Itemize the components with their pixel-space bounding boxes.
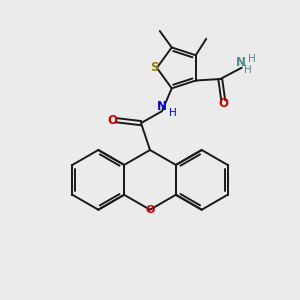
Text: H: H (169, 108, 176, 118)
Text: O: O (218, 97, 228, 110)
Text: O: O (107, 114, 117, 127)
Text: H: H (244, 65, 252, 75)
Text: S: S (150, 61, 158, 74)
Text: H: H (248, 54, 256, 64)
Text: N: N (236, 56, 246, 69)
Text: O: O (145, 205, 155, 215)
Text: N: N (157, 100, 167, 113)
